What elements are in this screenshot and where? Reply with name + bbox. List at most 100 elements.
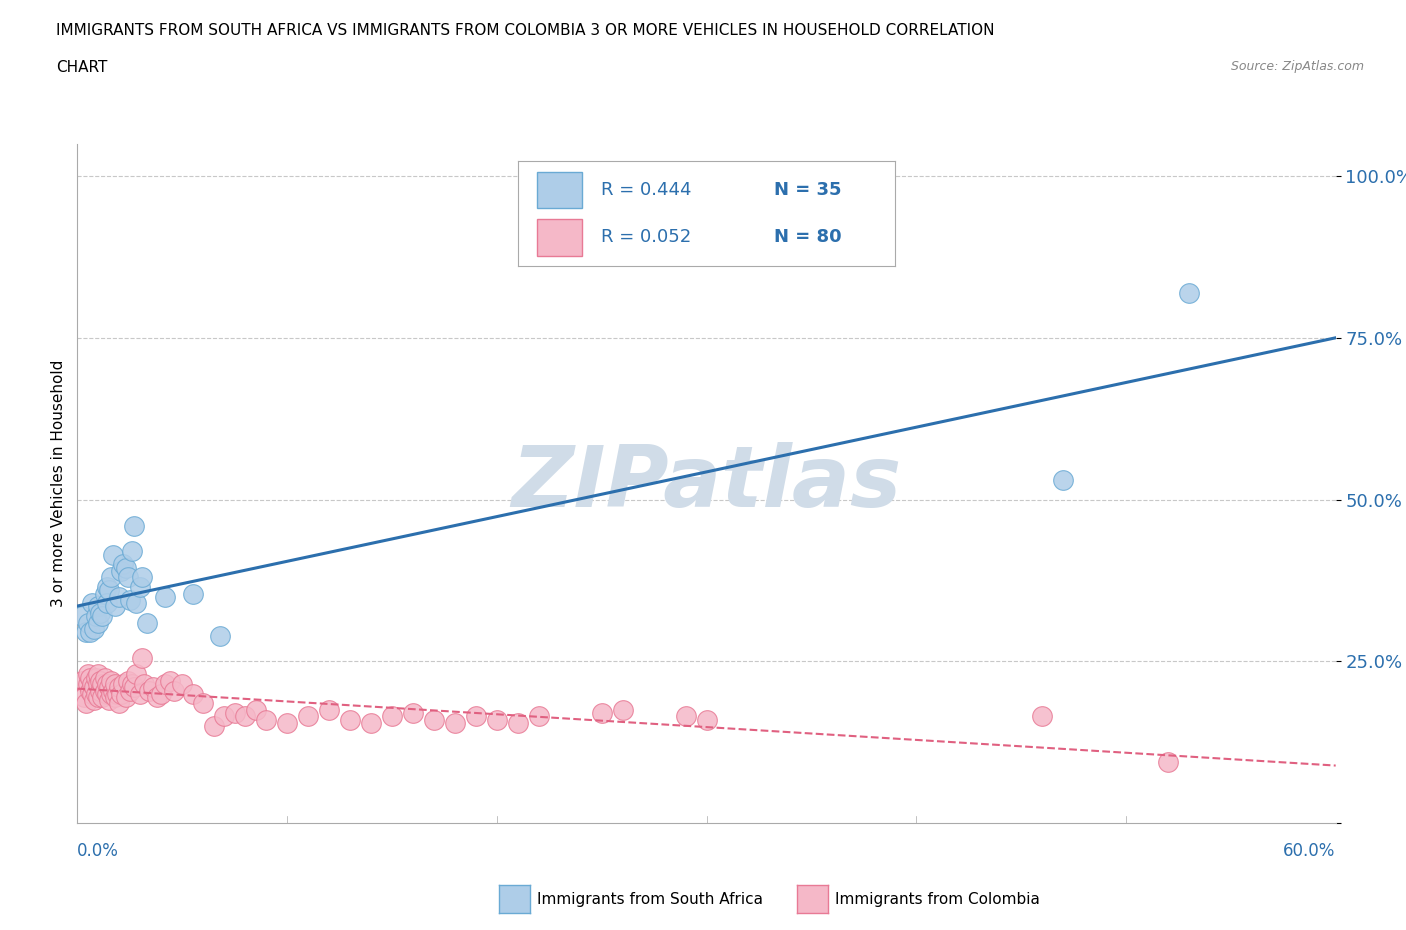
Point bbox=[100, 686, 122, 701]
Point bbox=[91, 609, 114, 624]
Point bbox=[108, 590, 131, 604]
Point bbox=[506, 715, 529, 730]
Point bbox=[83, 693, 105, 708]
Point bbox=[75, 625, 97, 640]
Point bbox=[527, 709, 550, 724]
Point bbox=[110, 686, 132, 701]
Point bbox=[84, 686, 107, 701]
Point bbox=[129, 579, 152, 594]
Point bbox=[202, 719, 225, 734]
Point bbox=[118, 592, 141, 607]
Point bbox=[159, 673, 181, 688]
Point bbox=[125, 596, 148, 611]
Point bbox=[84, 671, 107, 685]
Point bbox=[444, 715, 467, 730]
Point bbox=[87, 599, 110, 614]
Point bbox=[485, 712, 508, 727]
Point bbox=[212, 709, 235, 724]
Point bbox=[100, 570, 122, 585]
Point bbox=[134, 677, 156, 692]
Point bbox=[70, 609, 93, 624]
Point bbox=[122, 518, 145, 533]
Point bbox=[129, 686, 152, 701]
Point bbox=[76, 615, 98, 630]
Text: 60.0%: 60.0% bbox=[1284, 842, 1336, 859]
Point bbox=[423, 712, 446, 727]
Point bbox=[181, 686, 204, 701]
Point bbox=[72, 689, 94, 704]
Point bbox=[93, 586, 115, 601]
Text: Source: ZipAtlas.com: Source: ZipAtlas.com bbox=[1230, 60, 1364, 73]
Point bbox=[80, 686, 103, 701]
Point bbox=[87, 615, 110, 630]
Point bbox=[76, 677, 98, 692]
Point bbox=[142, 680, 165, 695]
Point bbox=[360, 715, 382, 730]
Point bbox=[1052, 473, 1074, 488]
Point bbox=[245, 702, 267, 717]
Point bbox=[1178, 286, 1201, 300]
Point bbox=[121, 544, 143, 559]
Point bbox=[89, 605, 111, 620]
Point bbox=[80, 677, 103, 692]
Point bbox=[122, 680, 145, 695]
Point bbox=[101, 683, 124, 698]
Point bbox=[96, 596, 118, 611]
Point bbox=[97, 680, 120, 695]
Point bbox=[1031, 709, 1053, 724]
Point bbox=[1157, 754, 1180, 769]
Point bbox=[114, 560, 136, 575]
Point bbox=[224, 706, 246, 721]
Point bbox=[591, 706, 613, 721]
Point bbox=[339, 712, 361, 727]
Text: ZIPatlas: ZIPatlas bbox=[512, 442, 901, 525]
Point bbox=[84, 609, 107, 624]
Point bbox=[104, 689, 127, 704]
Point bbox=[89, 683, 111, 698]
Point bbox=[97, 583, 120, 598]
Point bbox=[381, 709, 404, 724]
Point bbox=[125, 667, 148, 682]
Point bbox=[117, 673, 139, 688]
Point bbox=[70, 673, 93, 688]
Point bbox=[191, 696, 215, 711]
Point bbox=[87, 667, 110, 682]
Point bbox=[79, 671, 101, 685]
Point bbox=[276, 715, 298, 730]
Point bbox=[181, 586, 204, 601]
Point bbox=[76, 667, 98, 682]
Point bbox=[696, 712, 718, 727]
Point bbox=[135, 615, 157, 630]
Point bbox=[155, 590, 177, 604]
Point bbox=[83, 680, 105, 695]
Point bbox=[112, 557, 135, 572]
Y-axis label: 3 or more Vehicles in Household: 3 or more Vehicles in Household bbox=[51, 360, 66, 607]
Point bbox=[96, 677, 118, 692]
Point bbox=[118, 683, 141, 698]
Point bbox=[208, 628, 231, 643]
Point bbox=[163, 683, 186, 698]
Text: IMMIGRANTS FROM SOUTH AFRICA VS IMMIGRANTS FROM COLOMBIA 3 OR MORE VEHICLES IN H: IMMIGRANTS FROM SOUTH AFRICA VS IMMIGRAN… bbox=[56, 23, 994, 38]
Point bbox=[297, 709, 319, 724]
Point bbox=[87, 689, 110, 704]
Point bbox=[89, 673, 111, 688]
Point bbox=[146, 689, 169, 704]
Point bbox=[96, 579, 118, 594]
Point bbox=[110, 564, 132, 578]
Point bbox=[79, 683, 101, 698]
Point bbox=[105, 686, 128, 701]
Point bbox=[464, 709, 486, 724]
Text: 0.0%: 0.0% bbox=[77, 842, 120, 859]
Point bbox=[108, 696, 131, 711]
Point bbox=[131, 570, 153, 585]
Point bbox=[83, 621, 105, 636]
Text: Immigrants from Colombia: Immigrants from Colombia bbox=[835, 892, 1040, 907]
Text: Immigrants from South Africa: Immigrants from South Africa bbox=[537, 892, 763, 907]
Point bbox=[121, 677, 143, 692]
Point bbox=[101, 547, 124, 562]
Point bbox=[93, 683, 115, 698]
Point bbox=[318, 702, 340, 717]
Point bbox=[75, 696, 97, 711]
Point bbox=[233, 709, 256, 724]
Point bbox=[117, 570, 139, 585]
